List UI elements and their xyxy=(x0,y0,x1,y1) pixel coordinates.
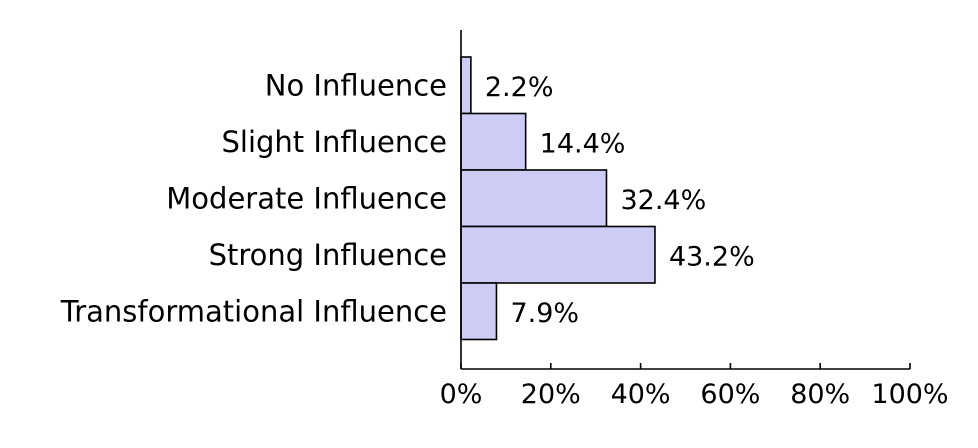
axes-group xyxy=(460,30,910,370)
x-tick-label-0: 0% xyxy=(440,379,483,410)
bars-group xyxy=(460,56,656,341)
bar-slight-influence xyxy=(460,112,527,171)
category-labels-group: No Influence Slight Influence Moderate Inf… xyxy=(60,68,447,328)
x-tick-label-60: 60% xyxy=(700,379,760,410)
category-label-transformational-influence: Transformational Influence xyxy=(60,294,447,328)
bar-transformational-influence xyxy=(460,282,498,341)
x-tick-label-80: 80% xyxy=(790,379,850,410)
x-tick-label-20: 20% xyxy=(521,379,581,410)
value-label-transformational-influence: 7.9% xyxy=(510,298,579,329)
x-ticks-group: 0% 20% 40% 60% 80% 100% xyxy=(440,363,949,410)
bar-moderate-influence xyxy=(460,169,608,228)
value-label-no-influence: 2.2% xyxy=(485,72,554,103)
category-label-no-influence: No Influence xyxy=(265,68,447,102)
value-label-strong-influence: 43.2% xyxy=(669,241,755,272)
category-label-moderate-influence: Moderate Influence xyxy=(166,181,447,215)
category-label-slight-influence: Slight Influence xyxy=(222,125,448,159)
bar-no-influence xyxy=(460,56,472,115)
value-label-slight-influence: 14.4% xyxy=(540,128,626,159)
category-label-strong-influence: Strong Influence xyxy=(209,238,447,272)
x-tick-label-100: 100% xyxy=(871,379,948,410)
value-labels-group: 2.2% 14.4% 32.4% 43.2% 7.9% xyxy=(485,72,755,329)
value-label-moderate-influence: 32.4% xyxy=(620,185,706,216)
x-tick-label-40: 40% xyxy=(611,379,671,410)
bar-strong-influence xyxy=(460,225,656,284)
